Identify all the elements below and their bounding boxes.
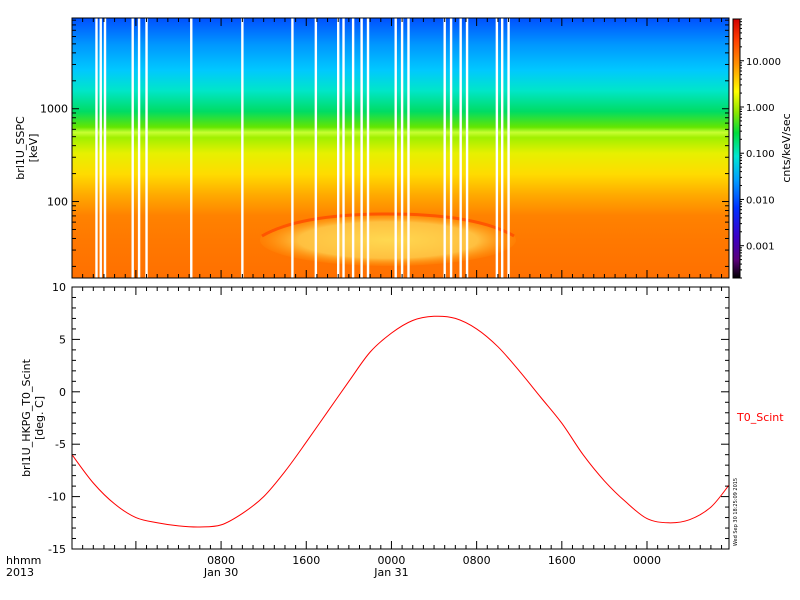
date-tick-label-0: Jan 30 (203, 566, 238, 579)
line-ytick-label-3: 0 (59, 386, 66, 399)
data-gap-21 (465, 18, 469, 278)
data-gap-3 (131, 18, 134, 278)
data-gap-4 (137, 18, 141, 278)
data-gap-5 (145, 18, 148, 278)
line-ytick-label-4: 5 (59, 333, 66, 346)
spec-ytick-label-1: 1000 (40, 103, 68, 116)
colorbar: 0.001 0.010 0.100 1.000 10.000 cnts/keV/sec (732, 18, 793, 279)
time-tick-label-5: 0000 (633, 554, 661, 567)
data-gap-12 (351, 18, 355, 278)
colorbar-tick-label-3: 1.000 (746, 103, 775, 114)
data-gap-14 (366, 18, 370, 278)
colorbar-scale (732, 18, 741, 279)
line-ytick-label-5: 10 (52, 281, 66, 294)
data-gap-7 (241, 18, 244, 278)
data-gap-9 (314, 18, 318, 278)
data-gap-17 (407, 18, 410, 278)
colorbar-tick-label-0: 0.001 (746, 242, 775, 253)
data-gap-22 (495, 18, 499, 278)
data-gap-13 (360, 18, 363, 278)
spectrogram-ylabel-2: [keV] (27, 134, 40, 163)
data-gap-16 (400, 18, 404, 278)
legend-label: T0_Scint (736, 411, 784, 424)
data-gap-0 (95, 18, 98, 278)
spectrogram-frame (71, 17, 730, 279)
date-tick-label-2: Jan 31 (373, 566, 408, 579)
colorbar-label: cnts/keV/sec (780, 113, 793, 182)
time-tick-label-2: 0000 (377, 554, 405, 567)
data-gap-6 (190, 18, 193, 278)
time-tick-label-3: 0800 (463, 554, 491, 567)
data-gap-20 (459, 18, 462, 278)
data-gap-23 (500, 18, 504, 278)
data-gap-11 (342, 18, 345, 278)
time-tick-label-4: 1600 (548, 554, 576, 567)
timestamp-text: Wed Sep 30 18:25:09 2015 (733, 478, 739, 546)
spectrogram-ridge (261, 212, 515, 238)
data-gap-10 (337, 18, 340, 278)
time-tick-label-1: 1600 (292, 554, 320, 567)
temperature-frame (71, 286, 730, 550)
data-gap-8 (291, 18, 294, 278)
line-ytick-label-0: -15 (48, 543, 66, 556)
series-line-T0-Scint (72, 315, 729, 528)
spectrogram-ylabel-1: brl1U_SSPC (14, 116, 27, 180)
temperature-ylabel-1: brl1U_HKPG_T0_Scint (20, 358, 33, 477)
colorbar-tick-label-4: 10.000 (746, 57, 781, 68)
year-label: 2013 (6, 566, 34, 579)
time-unit-label: hhmm (6, 554, 41, 567)
data-gap-15 (394, 18, 397, 278)
colorbar-tick-label-1: 0.010 (746, 195, 775, 206)
data-gap-1 (99, 18, 102, 278)
time-tick-label-0: 0800 (207, 554, 235, 567)
temperature-ylabel-2: [deg. C] (33, 396, 46, 440)
data-gap-2 (103, 18, 107, 278)
spec-ytick-label-0: 100 (47, 196, 68, 209)
data-gap-24 (507, 18, 510, 278)
data-gap-19 (449, 18, 453, 278)
spectrogram-panel: 100 1000 brl1U_SSPC [keV] (14, 17, 730, 279)
line-ytick-label-1: -10 (48, 491, 66, 504)
time-axis: hhmm 2013 (6, 554, 41, 579)
colorbar-tick-label-2: 0.100 (746, 149, 775, 160)
data-gap-18 (443, 18, 446, 278)
line-ytick-label-2: -5 (55, 438, 66, 451)
